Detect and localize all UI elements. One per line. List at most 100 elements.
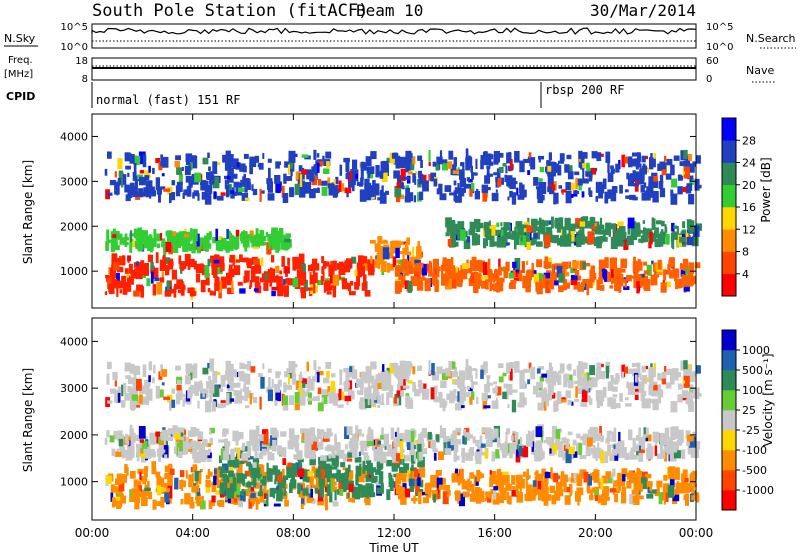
data-cell-band-3 [435,434,440,442]
data-cell-band-2 [400,275,404,288]
data-cell-band-3 [147,238,150,244]
data-cell-band-3 [515,435,518,445]
data-cell-band-4 [596,362,602,372]
data-cell-band-4 [683,370,691,377]
data-cell-band-1 [330,479,334,493]
data-cell-band-3 [313,435,317,442]
data-cell-band-4 [181,393,186,397]
data-cell-band-4 [288,373,291,385]
data-cell-band-5 [585,170,593,177]
data-cell-band-2 [452,267,460,280]
data-cell-band-2 [469,260,473,271]
data-cell-band-3 [184,431,187,442]
colorbar-tick-label: 12 [742,223,756,236]
data-cell-band-3 [526,434,533,447]
data-cell-band-0 [180,283,185,296]
data-cell-band-2 [691,477,695,483]
data-cell-band-2 [395,477,399,489]
data-cell-band-2 [527,486,530,493]
data-cell-band-4 [313,360,317,371]
colorbar-segment [722,370,736,391]
data-cell-band-4 [570,223,574,227]
data-cell-band-3 [663,446,668,450]
data-cell-band-0 [152,284,156,296]
data-cell-band-4 [470,375,473,383]
data-cell-band-1 [340,462,346,468]
data-cell-band-1 [406,237,410,245]
data-cell-band-0 [321,256,325,264]
data-cell-band-2 [621,491,627,504]
data-cell-band-4 [546,369,551,374]
data-cell-band-2 [610,472,614,484]
data-cell-band-3 [121,446,125,459]
data-cell-band-2 [515,483,519,496]
data-cell-band-4 [325,361,332,369]
data-cell-band-4 [117,386,121,395]
data-cell-band-4 [114,380,117,387]
data-cell-band-0 [344,260,351,272]
data-cell-band-5 [325,151,332,159]
data-cell-band-4 [231,382,238,388]
data-cell-band-4 [530,370,534,375]
data-cell-band-5 [665,173,672,180]
data-cell-band-3 [506,428,511,434]
data-cell-band-4 [148,361,153,371]
data-cell-band-5 [405,160,410,173]
data-cell-band-4 [331,373,336,378]
data-cell-band-3 [562,452,567,461]
data-cell-band-0 [239,491,246,501]
data-cell-band-1 [252,462,257,468]
data-cell-band-3 [216,241,222,249]
data-cell-band-1 [280,478,287,485]
velocity-heatmap [104,358,702,511]
data-cell-band-5 [547,186,552,193]
data-cell-band-0 [116,266,124,273]
data-cell-band-2 [481,280,488,289]
data-cell-band-4 [519,392,525,406]
data-cell-band-3 [443,436,450,445]
data-cell-band-5 [244,182,251,190]
data-cell-band-5 [226,175,231,180]
data-cell-band-4 [614,403,621,409]
data-cell-band-0 [220,276,227,289]
data-cell-band-3 [224,428,229,435]
data-cell-band-3 [394,431,397,438]
data-cell-band-0 [164,465,170,472]
data-cell-band-3 [464,437,467,445]
data-cell-band-0 [199,469,203,473]
data-cell-band-5 [523,189,527,198]
data-cell-band-4 [624,397,629,401]
data-cell-band-4 [676,226,679,235]
data-cell-band-5 [557,165,562,176]
data-cell-band-3 [551,445,557,455]
data-cell-band-0 [321,276,324,285]
data-cell-band-3 [316,428,320,433]
data-cell-band-3 [266,443,271,448]
colorbar-segment [722,118,736,141]
data-cell-band-4 [234,399,237,404]
data-cell-band-5 [220,192,226,196]
data-cell-band-5 [517,194,525,200]
data-cell-band-2 [604,257,609,268]
data-cell-band-0 [261,464,265,478]
data-cell-band-5 [231,159,237,168]
data-cell-band-4 [654,227,659,239]
data-cell-band-4 [695,393,702,397]
data-cell-band-5 [457,183,460,194]
data-cell-band-1 [318,475,325,487]
data-cell-band-3 [628,429,633,441]
data-cell-band-4 [430,387,435,400]
data-cell-band-3 [393,438,400,447]
data-cell-band-4 [550,372,558,379]
colorbar-tick-label: -1000 [742,484,774,497]
nsky-label: N.Sky [4,32,36,45]
data-cell-band-1 [411,464,414,468]
data-cell-band-2 [505,261,510,272]
x-tick-label: 20:00 [578,526,613,540]
colorbar-segment [722,390,736,411]
data-cell-band-2 [562,279,568,291]
data-cell-band-4 [163,396,170,400]
data-cell-band-4 [373,387,377,401]
data-cell-band-4 [282,400,289,411]
